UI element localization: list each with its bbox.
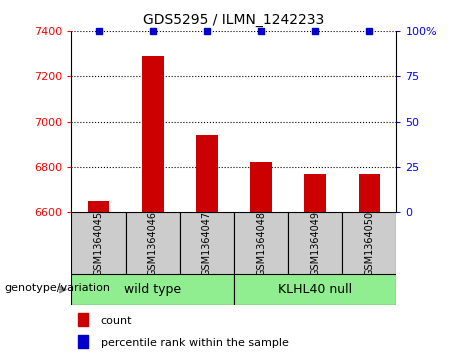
Bar xyxy=(125,212,180,274)
Bar xyxy=(196,135,218,212)
Text: count: count xyxy=(100,316,132,326)
Text: GSM1364050: GSM1364050 xyxy=(364,211,374,276)
Text: GSM1364047: GSM1364047 xyxy=(202,211,212,276)
Bar xyxy=(359,174,380,212)
Bar xyxy=(234,274,396,305)
Bar xyxy=(288,212,342,274)
Text: KLHL40 null: KLHL40 null xyxy=(278,283,352,296)
Text: percentile rank within the sample: percentile rank within the sample xyxy=(100,338,289,347)
Text: wild type: wild type xyxy=(124,283,181,296)
Bar xyxy=(342,212,396,274)
Bar xyxy=(71,212,125,274)
Bar xyxy=(234,212,288,274)
Text: genotype/variation: genotype/variation xyxy=(5,283,111,293)
Bar xyxy=(78,313,89,326)
Text: GSM1364045: GSM1364045 xyxy=(94,211,104,276)
Bar xyxy=(78,335,89,348)
Bar xyxy=(304,174,326,212)
Title: GDS5295 / ILMN_1242233: GDS5295 / ILMN_1242233 xyxy=(143,13,325,27)
Text: GSM1364049: GSM1364049 xyxy=(310,211,320,276)
Bar xyxy=(142,56,164,212)
Text: GSM1364046: GSM1364046 xyxy=(148,211,158,276)
Bar xyxy=(250,162,272,212)
Bar xyxy=(71,274,234,305)
Bar xyxy=(88,201,109,212)
Bar xyxy=(180,212,234,274)
Text: GSM1364048: GSM1364048 xyxy=(256,211,266,276)
